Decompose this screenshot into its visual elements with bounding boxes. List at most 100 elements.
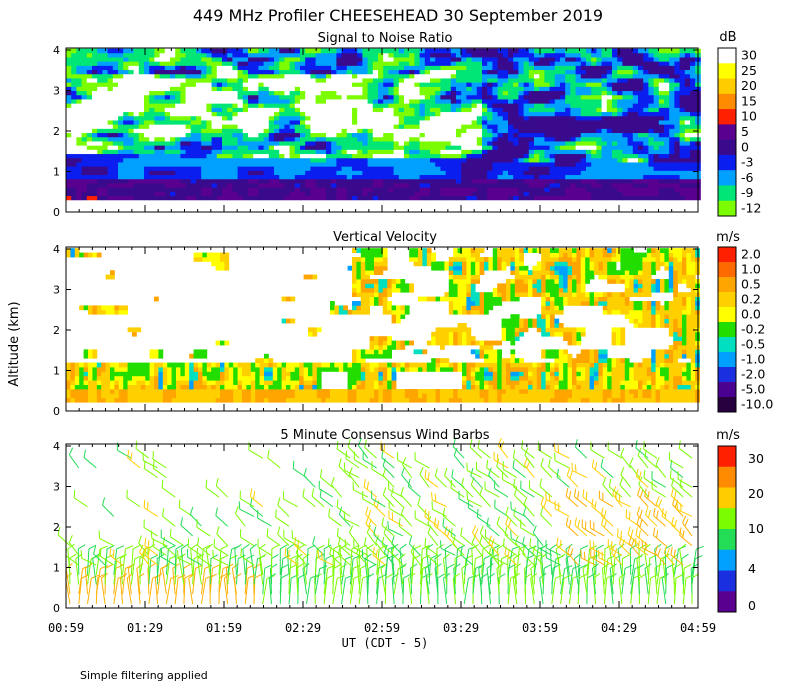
snr-cell: [268, 86, 275, 92]
snr-cell: [196, 178, 202, 184]
snr-cell: [185, 73, 192, 79]
velocity-cell: [123, 367, 128, 372]
snr-cell: [679, 90, 686, 96]
snr-cell: [378, 145, 384, 150]
snr-cell: [133, 48, 140, 54]
colorbar-swatch: [718, 63, 736, 80]
snr-cell: [248, 90, 254, 96]
snr-cell: [580, 141, 587, 146]
velocity-cell: [228, 380, 234, 385]
snr-cell: [580, 107, 587, 113]
snr-cell: [539, 120, 545, 125]
snr-heatmap: [66, 48, 701, 201]
velocity-cell: [154, 349, 159, 355]
velocity-cell: [171, 393, 177, 399]
snr-cell: [404, 162, 410, 167]
snr-cell: [107, 145, 114, 150]
snr-cell: [461, 153, 467, 159]
velocity-cell: [198, 353, 203, 359]
snr-cell: [86, 174, 93, 180]
snr-cell: [154, 78, 160, 83]
snr-cell: [487, 82, 493, 87]
snr-cell: [378, 157, 384, 163]
snr-cell: [528, 128, 535, 134]
snr-cell: [648, 99, 654, 104]
snr-cell: [222, 52, 228, 58]
snr-cell: [684, 65, 691, 71]
snr-cell: [331, 174, 337, 180]
velocity-cell: [110, 389, 115, 394]
snr-cell: [492, 61, 498, 66]
snr-cell: [471, 111, 478, 117]
snr-cell: [320, 120, 327, 125]
snr-cell: [430, 48, 436, 54]
snr-cell: [341, 170, 348, 176]
snr-cell: [66, 103, 72, 108]
snr-cell: [606, 120, 613, 125]
velocity-cell: [180, 384, 186, 390]
snr-cell: [575, 120, 582, 125]
snr-cell: [653, 48, 660, 54]
snr-cell: [544, 162, 550, 167]
snr-cell: [97, 48, 103, 54]
snr-cell: [612, 94, 618, 100]
snr-cell: [180, 132, 186, 138]
snr-cell: [378, 107, 384, 113]
snr-panel-title: Signal to Noise Ratio: [318, 31, 453, 46]
snr-cell: [341, 52, 348, 58]
snr-cell: [419, 145, 426, 150]
velocity-cell: [92, 389, 98, 394]
snr-cell: [456, 183, 462, 188]
snr-cell: [284, 166, 290, 171]
snr-cell: [268, 157, 275, 163]
snr-cell: [263, 141, 270, 146]
snr-cell: [476, 132, 483, 138]
snr-cell: [419, 73, 426, 79]
snr-cell: [331, 69, 337, 75]
snr-cell: [606, 170, 613, 176]
snr-cell: [596, 48, 602, 54]
snr-cell: [586, 111, 592, 117]
snr-cell: [523, 94, 530, 100]
snr-cell: [190, 61, 197, 66]
snr-cell: [586, 149, 592, 155]
snr-cell: [305, 174, 311, 180]
snr-cell: [617, 128, 623, 134]
snr-cell: [534, 120, 540, 125]
velocity-cell: [88, 349, 93, 355]
snr-cell: [362, 178, 368, 184]
snr-cell: [144, 103, 150, 108]
velocity-cell: [220, 380, 225, 385]
snr-cell: [492, 78, 498, 83]
snr-cell: [341, 128, 348, 134]
snr-cell: [523, 162, 530, 167]
snr-cell: [435, 183, 441, 188]
snr-cell: [658, 195, 665, 201]
velocity-cell: [184, 393, 190, 399]
snr-cell: [534, 174, 540, 180]
snr-cell: [102, 166, 108, 171]
snr-cell: [227, 124, 233, 129]
snr-cell: [279, 187, 285, 192]
snr-cell: [112, 195, 119, 201]
snr-cell: [170, 99, 176, 104]
velocity-cell: [193, 367, 199, 372]
snr-cell: [289, 136, 296, 142]
snr-cell: [424, 78, 431, 83]
snr-cell: [664, 107, 670, 113]
snr-cell: [107, 132, 114, 138]
snr-cell: [653, 82, 660, 87]
snr-cell: [580, 78, 587, 83]
snr-cell: [518, 111, 524, 117]
velocity-cell: [132, 393, 137, 399]
snr-cell: [617, 115, 623, 121]
snr-cell: [404, 82, 410, 87]
snr-cell: [393, 86, 400, 92]
snr-cell: [81, 132, 88, 138]
snr-cell: [159, 107, 166, 113]
snr-cell: [653, 124, 660, 129]
snr-cell: [284, 90, 290, 96]
snr-cell: [274, 191, 280, 197]
snr-cell: [653, 128, 660, 134]
velocity-cell: [242, 371, 247, 377]
